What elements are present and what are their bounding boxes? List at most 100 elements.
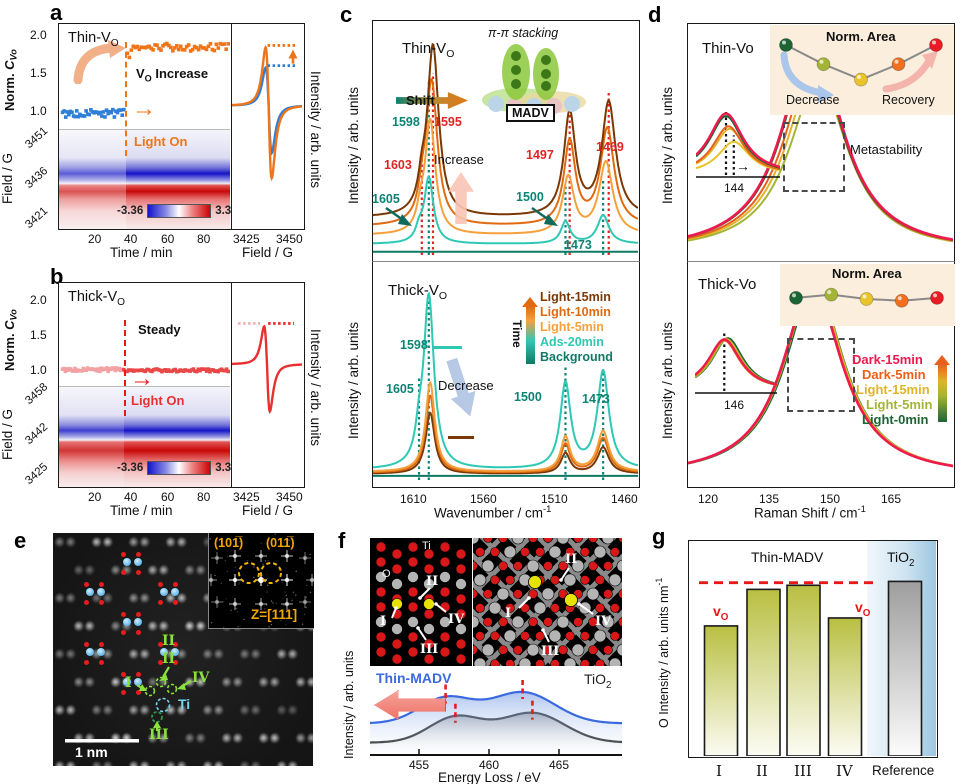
- time-tick: 80: [197, 490, 211, 504]
- site-label-iii: III: [541, 644, 560, 659]
- peak-label: 1598: [392, 115, 420, 129]
- g-cat-iv: IV: [836, 762, 853, 780]
- time-tick: 20: [88, 490, 102, 504]
- panel-f-label: f: [338, 528, 346, 553]
- peak-label: 1497: [526, 148, 554, 162]
- a-epr-spectrum-box: [231, 23, 305, 230]
- c-ylabel-top: Intensity / arb. units: [346, 86, 361, 204]
- field-tick: 3421: [23, 204, 51, 232]
- c-top-title: Thin-VO: [402, 40, 455, 60]
- b-annotation: Steady: [138, 322, 181, 337]
- f-xlabel: Energy Loss / eV: [438, 770, 541, 784]
- epr-tick: 3425: [233, 232, 260, 246]
- site-label-ii: II: [162, 651, 176, 667]
- colorbar-min: -3.36: [117, 205, 144, 217]
- peak-label: 1605: [386, 382, 414, 396]
- xtick: 1460: [611, 492, 638, 506]
- stem-site-markers: [65, 666, 192, 743]
- site-label-ii: II: [426, 574, 439, 589]
- c-light15-line-swatch: [448, 436, 474, 439]
- legend-item: Dark-5min: [862, 367, 926, 382]
- a-right-arrow-icon: →: [132, 95, 156, 122]
- d-bottom-dashed-box: [787, 338, 855, 412]
- c-bottom-plot: [372, 262, 640, 488]
- a-epr-chart: [231, 44, 302, 182]
- scalebar-label: 1 nm: [75, 744, 108, 760]
- c-ads-line-swatch: [432, 346, 462, 349]
- fft-zone-axis: Z=[111]: [251, 607, 298, 622]
- site-label-i: I: [380, 614, 387, 629]
- xtick: 165: [881, 492, 902, 506]
- g-cat-iii: III: [794, 762, 812, 780]
- madv-molecule-graphic: [482, 44, 586, 114]
- peak-label: 1605: [372, 192, 400, 206]
- panel-c: c Intensity / arb. units Intensity / arb…: [330, 0, 640, 521]
- norm-recovery-label: Recovery: [882, 93, 935, 107]
- c-xlabel: Wavenumber / cm-1: [434, 504, 552, 521]
- b-epr-spectrum-box: [232, 282, 305, 488]
- panel-a-label: a: [50, 0, 63, 25]
- site-label-iii: III: [420, 642, 439, 657]
- d-inset-arrow-icon: →: [736, 158, 750, 174]
- g-bar-chart: [699, 580, 923, 756]
- g-tio2-label: TiO2: [887, 549, 915, 569]
- panel-b-main-plot: -3.36 3.36: [58, 282, 238, 488]
- site-label-iv: IV: [192, 670, 210, 686]
- c-1605-arrow: [385, 207, 412, 226]
- c-1500-arrow: [531, 207, 558, 226]
- a-light-on-label: Light On: [134, 134, 188, 149]
- fft-plane-right: (011̅): [266, 536, 295, 550]
- ytick: 1.0: [30, 363, 47, 377]
- panel-b: b Norm. CVo 2.0 1.5 1.0 -3.36 3.36 Thick…: [0, 262, 330, 520]
- site-label-ii: II: [162, 633, 176, 649]
- a-title: Thin-VO: [68, 30, 119, 49]
- ytick: 1.5: [30, 66, 47, 80]
- xtick: 455: [409, 758, 430, 772]
- g-cat-reference: Reference: [872, 763, 935, 778]
- d-inset-peak-top: [696, 109, 780, 178]
- c-increase-label: Increase: [434, 152, 484, 167]
- d-norm-area-inset-top: Norm. Area Decrease Recovery: [770, 25, 954, 115]
- d-legend-arrow: [934, 355, 950, 422]
- panel-b-ylabel: Norm. CVo: [2, 309, 19, 371]
- site-label-ii: II: [565, 552, 578, 567]
- d-xlabel: Raman Shift / cm-1: [754, 504, 866, 521]
- site-label-iii: III: [149, 727, 169, 743]
- panel-d: d Intensity / arb. units Intensity / arb…: [640, 0, 966, 521]
- field-tick: 3451: [23, 124, 51, 152]
- xtick: 135: [759, 492, 780, 506]
- epr-tick: 3450: [276, 232, 303, 246]
- site-label-i: I: [505, 606, 512, 621]
- peak-label: 1473: [564, 238, 592, 252]
- norm-area-title: Norm. Area: [826, 29, 896, 44]
- a-epr-heatmap: -3.36 3.36: [59, 129, 238, 229]
- peak-label: 1500: [516, 190, 544, 204]
- g-plot: Thin-MADV TiO2 vO vO: [688, 540, 938, 758]
- field-tick: 3425: [23, 460, 51, 488]
- f-model-right: II I IV III: [473, 538, 622, 666]
- legend-item: Ads-20min: [540, 335, 604, 349]
- legend-item: Background: [540, 350, 613, 364]
- legend-item: Light-15min: [540, 290, 611, 304]
- xtick: 1610: [400, 492, 427, 506]
- heatmap-pre-light-region: [59, 387, 124, 487]
- o-atom-label: O: [382, 568, 391, 580]
- a-field-label: Field / G: [0, 152, 15, 204]
- xtick: 120: [698, 492, 719, 506]
- a-scatter-chart: [60, 41, 230, 119]
- xtick: 1510: [541, 492, 568, 506]
- fft-pattern: [205, 532, 318, 629]
- site-label-iv: IV: [448, 612, 465, 627]
- d-top-title: Thin-Vo: [702, 40, 754, 57]
- heatmap-pre-light-region: [59, 130, 126, 229]
- site-label-iv: IV: [595, 614, 612, 629]
- ytick: 2.0: [30, 28, 47, 42]
- b-field-label: Field / G: [0, 408, 15, 460]
- d-metastability-label: Metastability: [850, 142, 923, 157]
- xtick: 150: [820, 492, 841, 506]
- ti-label: Ti: [178, 696, 191, 712]
- epr-tick: 3450: [276, 490, 303, 504]
- f-tio2-label: TiO2: [584, 671, 612, 691]
- c-legend-time-label: Time: [510, 320, 524, 348]
- epr-tick: 3425: [233, 490, 260, 504]
